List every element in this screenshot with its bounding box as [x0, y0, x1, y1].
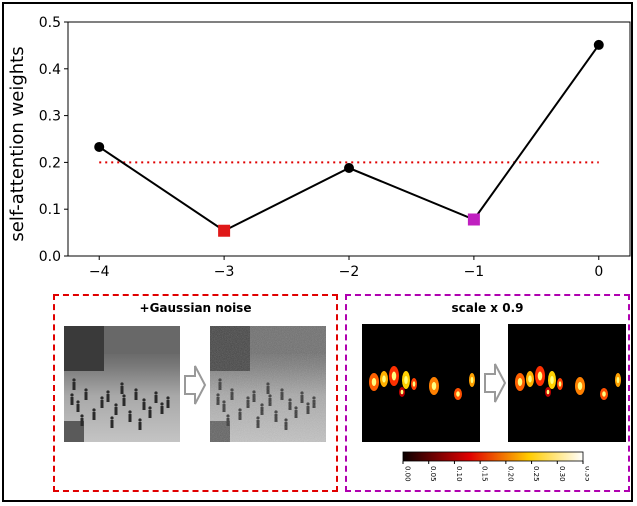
x-axis: −4 −3 −2 −1 0 — [89, 256, 603, 280]
x-tick-label: −3 — [214, 264, 235, 280]
y-tick-label: 0.4 — [39, 62, 61, 78]
original-frame-image — [64, 326, 180, 442]
x-tick-label: −4 — [89, 264, 110, 280]
panel-title: +Gaussian noise — [139, 301, 252, 315]
colorbar-tick-label: 0.25 — [532, 466, 540, 482]
right-arrow-icon — [484, 363, 507, 403]
colorbar-tick-label: 0.05 — [429, 466, 437, 482]
y-tick-label: 0.2 — [39, 155, 61, 171]
y-tick-label: 0.1 — [39, 202, 61, 218]
noisy-frame-image — [210, 326, 326, 442]
line-chart: 0.0 0.1 0.2 0.3 0.4 0.5 −4 −3 −2 −1 0 self-attent… — [7, 15, 631, 280]
colorbar-tick-label: 0.20 — [506, 466, 514, 482]
x-tick-label: −1 — [464, 264, 485, 280]
data-point — [94, 141, 105, 152]
plot-area — [67, 21, 631, 257]
series-group — [94, 39, 604, 237]
colorbar: 0.00 0.05 0.10 0.15 0.20 0.25 0.30 0.35 — [402, 451, 590, 482]
y-axis: 0.0 0.1 0.2 0.3 0.4 0.5 — [39, 15, 68, 265]
data-point — [344, 163, 354, 174]
scaled-heatmap-image — [508, 324, 626, 442]
y-tick-label: 0.3 — [39, 109, 61, 125]
panel-title: scale x 0.9 — [451, 301, 524, 315]
y-tick-label: 0.5 — [39, 15, 61, 31]
scale-panel: scale x 0.9 0.00 0.05 0.10 0.15 0.20 0.25 0.30… — [345, 294, 630, 492]
y-axis-label: self-attention weights — [7, 46, 28, 241]
data-point-square — [467, 213, 480, 226]
colorbar-tick-label: 0.00 — [404, 466, 412, 482]
x-tick-label: 0 — [594, 264, 603, 280]
figure-frame — [2, 2, 633, 502]
series-line — [98, 44, 600, 232]
axes-frame — [67, 21, 631, 257]
data-point — [593, 39, 604, 50]
colorbar-tick-label: 0.30 — [558, 466, 566, 482]
colorbar-tick-label: 0.10 — [455, 466, 463, 482]
gaussian-noise-panel: +Gaussian noise — [53, 294, 338, 492]
right-arrow-icon — [184, 365, 207, 405]
colorbar-tick-label: 0.15 — [481, 466, 489, 482]
y-tick-label: 0.0 — [39, 249, 61, 265]
colorbar-tick-label: 0.35 — [584, 466, 590, 482]
original-heatmap-image — [362, 324, 480, 442]
data-point-square — [218, 224, 231, 237]
x-tick-label: −2 — [339, 264, 360, 280]
